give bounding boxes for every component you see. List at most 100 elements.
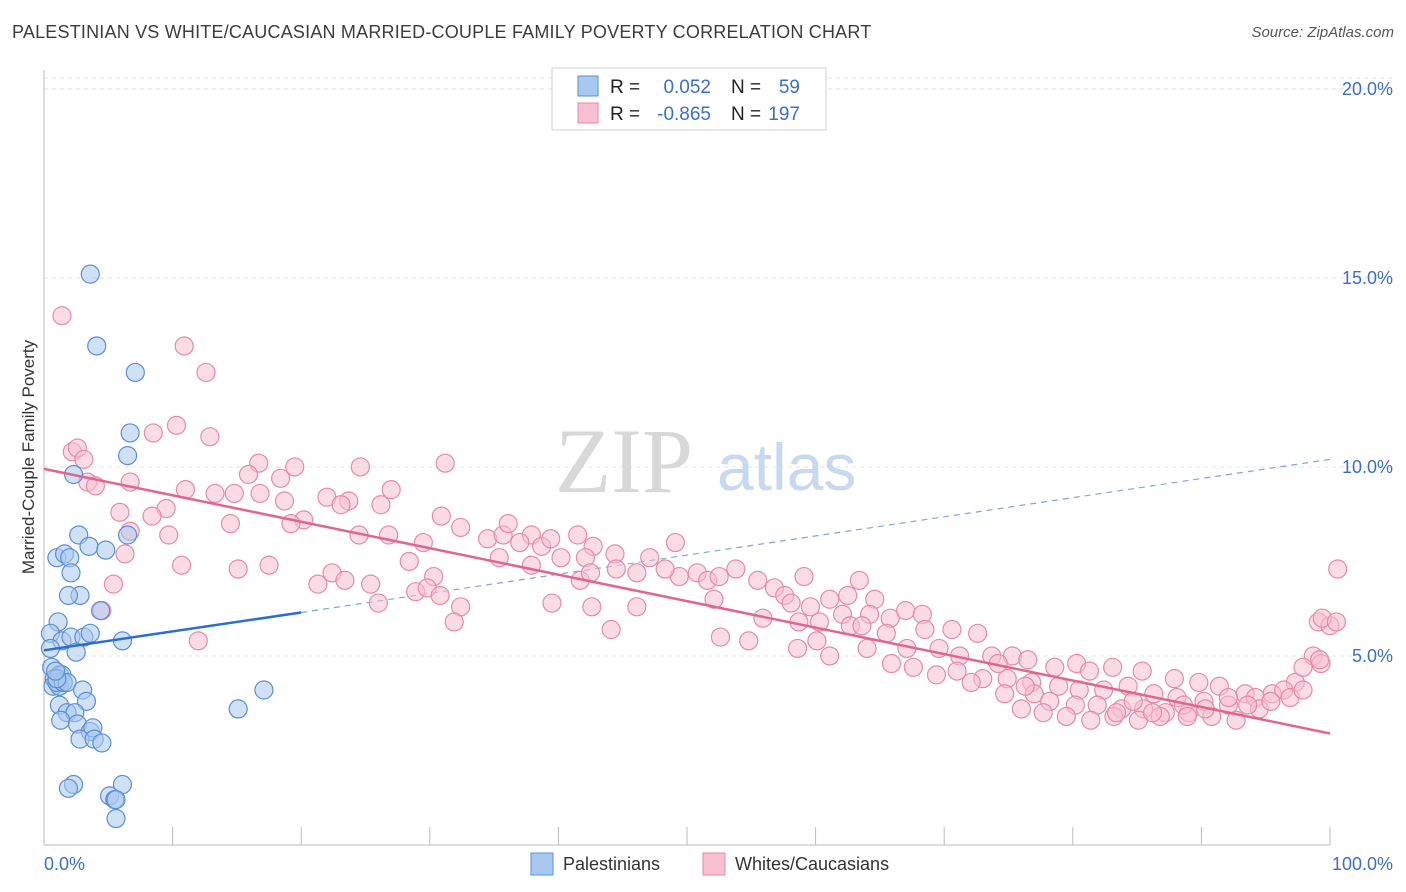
whites-point-139 (881, 653, 902, 674)
palestinians-point-16 (90, 601, 111, 621)
whites-point-114 (188, 631, 208, 651)
whites-point-111 (915, 619, 935, 640)
whites-point-21 (250, 483, 270, 504)
whites-point-72 (606, 559, 626, 579)
y-tick-labels: 5.0% 10.0% 15.0% 20.0% (1342, 79, 1393, 666)
whites-point-103 (601, 619, 621, 640)
whites-point-89 (704, 589, 724, 609)
whites-point-88 (430, 585, 450, 606)
whites-point-112 (942, 619, 962, 640)
whites-point-60 (748, 570, 768, 590)
whites-point-140 (903, 657, 923, 677)
whites-point-118 (857, 638, 877, 659)
whites-point-50 (551, 548, 571, 568)
palestinians-point-2 (125, 362, 145, 383)
whites-point-96 (368, 593, 388, 613)
whites-point-27 (371, 495, 391, 515)
palestinians-point-15 (58, 585, 79, 606)
whites-point-62 (849, 570, 869, 590)
whites-point-42 (541, 529, 561, 549)
palestinians-point-56 (106, 808, 126, 829)
whites-point-12 (271, 468, 291, 488)
whites-point-188 (1326, 612, 1347, 632)
palestinians-point-1 (87, 336, 107, 356)
whites-point-29 (110, 502, 130, 522)
palestinians-point-55 (106, 790, 126, 810)
whites-point-142 (947, 661, 967, 681)
whites-point-141 (926, 665, 947, 685)
palestinians-point-13 (61, 563, 81, 583)
legend-r-label-2: R = (610, 104, 640, 125)
palestinians-trend-extension (301, 458, 1331, 614)
palestinians-point-42 (228, 699, 248, 719)
whites-point-161 (995, 684, 1015, 704)
whites-point-83 (308, 574, 328, 594)
whites-point-34 (431, 506, 451, 526)
whites-point-11 (238, 464, 259, 485)
whites-point-195 (1142, 703, 1163, 723)
legend-r-label-1: R = (610, 77, 640, 98)
whites-point-196 (1177, 706, 1197, 727)
whites-point-25 (381, 480, 401, 500)
palestinians-point-9 (96, 540, 116, 560)
watermark-zip: ZIP (555, 410, 693, 512)
whites-point-109 (852, 616, 872, 636)
whites-point-55 (640, 548, 660, 568)
whites-point-187 (1310, 650, 1330, 670)
palestinians-trend-line (43, 611, 302, 652)
whites-point-59 (726, 559, 746, 579)
palestinians-point-3 (120, 423, 140, 443)
whites-point-84 (335, 570, 355, 590)
whites-point-45 (159, 525, 179, 545)
palestinians-point-8 (79, 536, 99, 556)
palestinians-point-4 (117, 446, 138, 466)
whites-point-176 (1081, 710, 1101, 730)
whites-point-40 (510, 532, 530, 553)
whites-point-137 (787, 638, 808, 659)
whites-point-33 (220, 514, 241, 534)
whites-point-73 (627, 563, 647, 583)
whites-point-160 (961, 672, 981, 693)
whites-point-63 (115, 544, 135, 564)
y-tick-label-3: 20.0% (1342, 79, 1393, 99)
whites-point-76 (709, 566, 729, 587)
whites-point-22 (274, 491, 295, 511)
whites-point-127 (1103, 657, 1123, 677)
palestinians-point-58 (45, 661, 66, 681)
whites-point-173 (1011, 699, 1031, 719)
whites-point-91 (800, 597, 821, 617)
palestinians-point-0 (80, 264, 100, 284)
whites-point-14 (350, 457, 370, 477)
whites-point-129 (1164, 669, 1184, 689)
whites-point-5 (200, 427, 220, 447)
whites-point-85 (361, 574, 381, 594)
whites-point-43 (568, 525, 588, 545)
whites-point-156 (1293, 657, 1313, 677)
whites-point-65 (228, 559, 248, 579)
x-tick-labels: 0.0% 100.0% (44, 854, 1393, 874)
x-tick-label-0: 0.0% (44, 854, 85, 874)
y-axis-label: Married-Couple Family Poverty (19, 339, 38, 574)
palestinians-points (40, 264, 274, 829)
legend-r-value-2: -0.865 (657, 104, 711, 125)
whites-point-116 (739, 631, 759, 651)
whites-point-175 (1056, 706, 1076, 727)
legend-swatch-blue (577, 75, 599, 97)
whites-point-19 (205, 483, 225, 504)
whites-point-82 (103, 574, 124, 594)
whites-point-3 (166, 415, 187, 435)
whites-point-0 (52, 306, 72, 326)
palestinians-point-51 (58, 778, 79, 798)
whites-points (52, 306, 1348, 730)
whites-point-113 (968, 623, 988, 643)
whites-point-191 (1015, 676, 1035, 696)
whites-point-186 (1293, 680, 1313, 700)
palestinians-point-22 (80, 623, 100, 643)
y-tick-label-0: 5.0% (1352, 646, 1393, 666)
legend-n-label-2: N = (731, 104, 761, 125)
whites-point-66 (259, 555, 279, 575)
whites-point-193 (1106, 703, 1127, 723)
legend-n-value-2: 197 (768, 104, 800, 125)
whites-point-80 (838, 585, 858, 606)
